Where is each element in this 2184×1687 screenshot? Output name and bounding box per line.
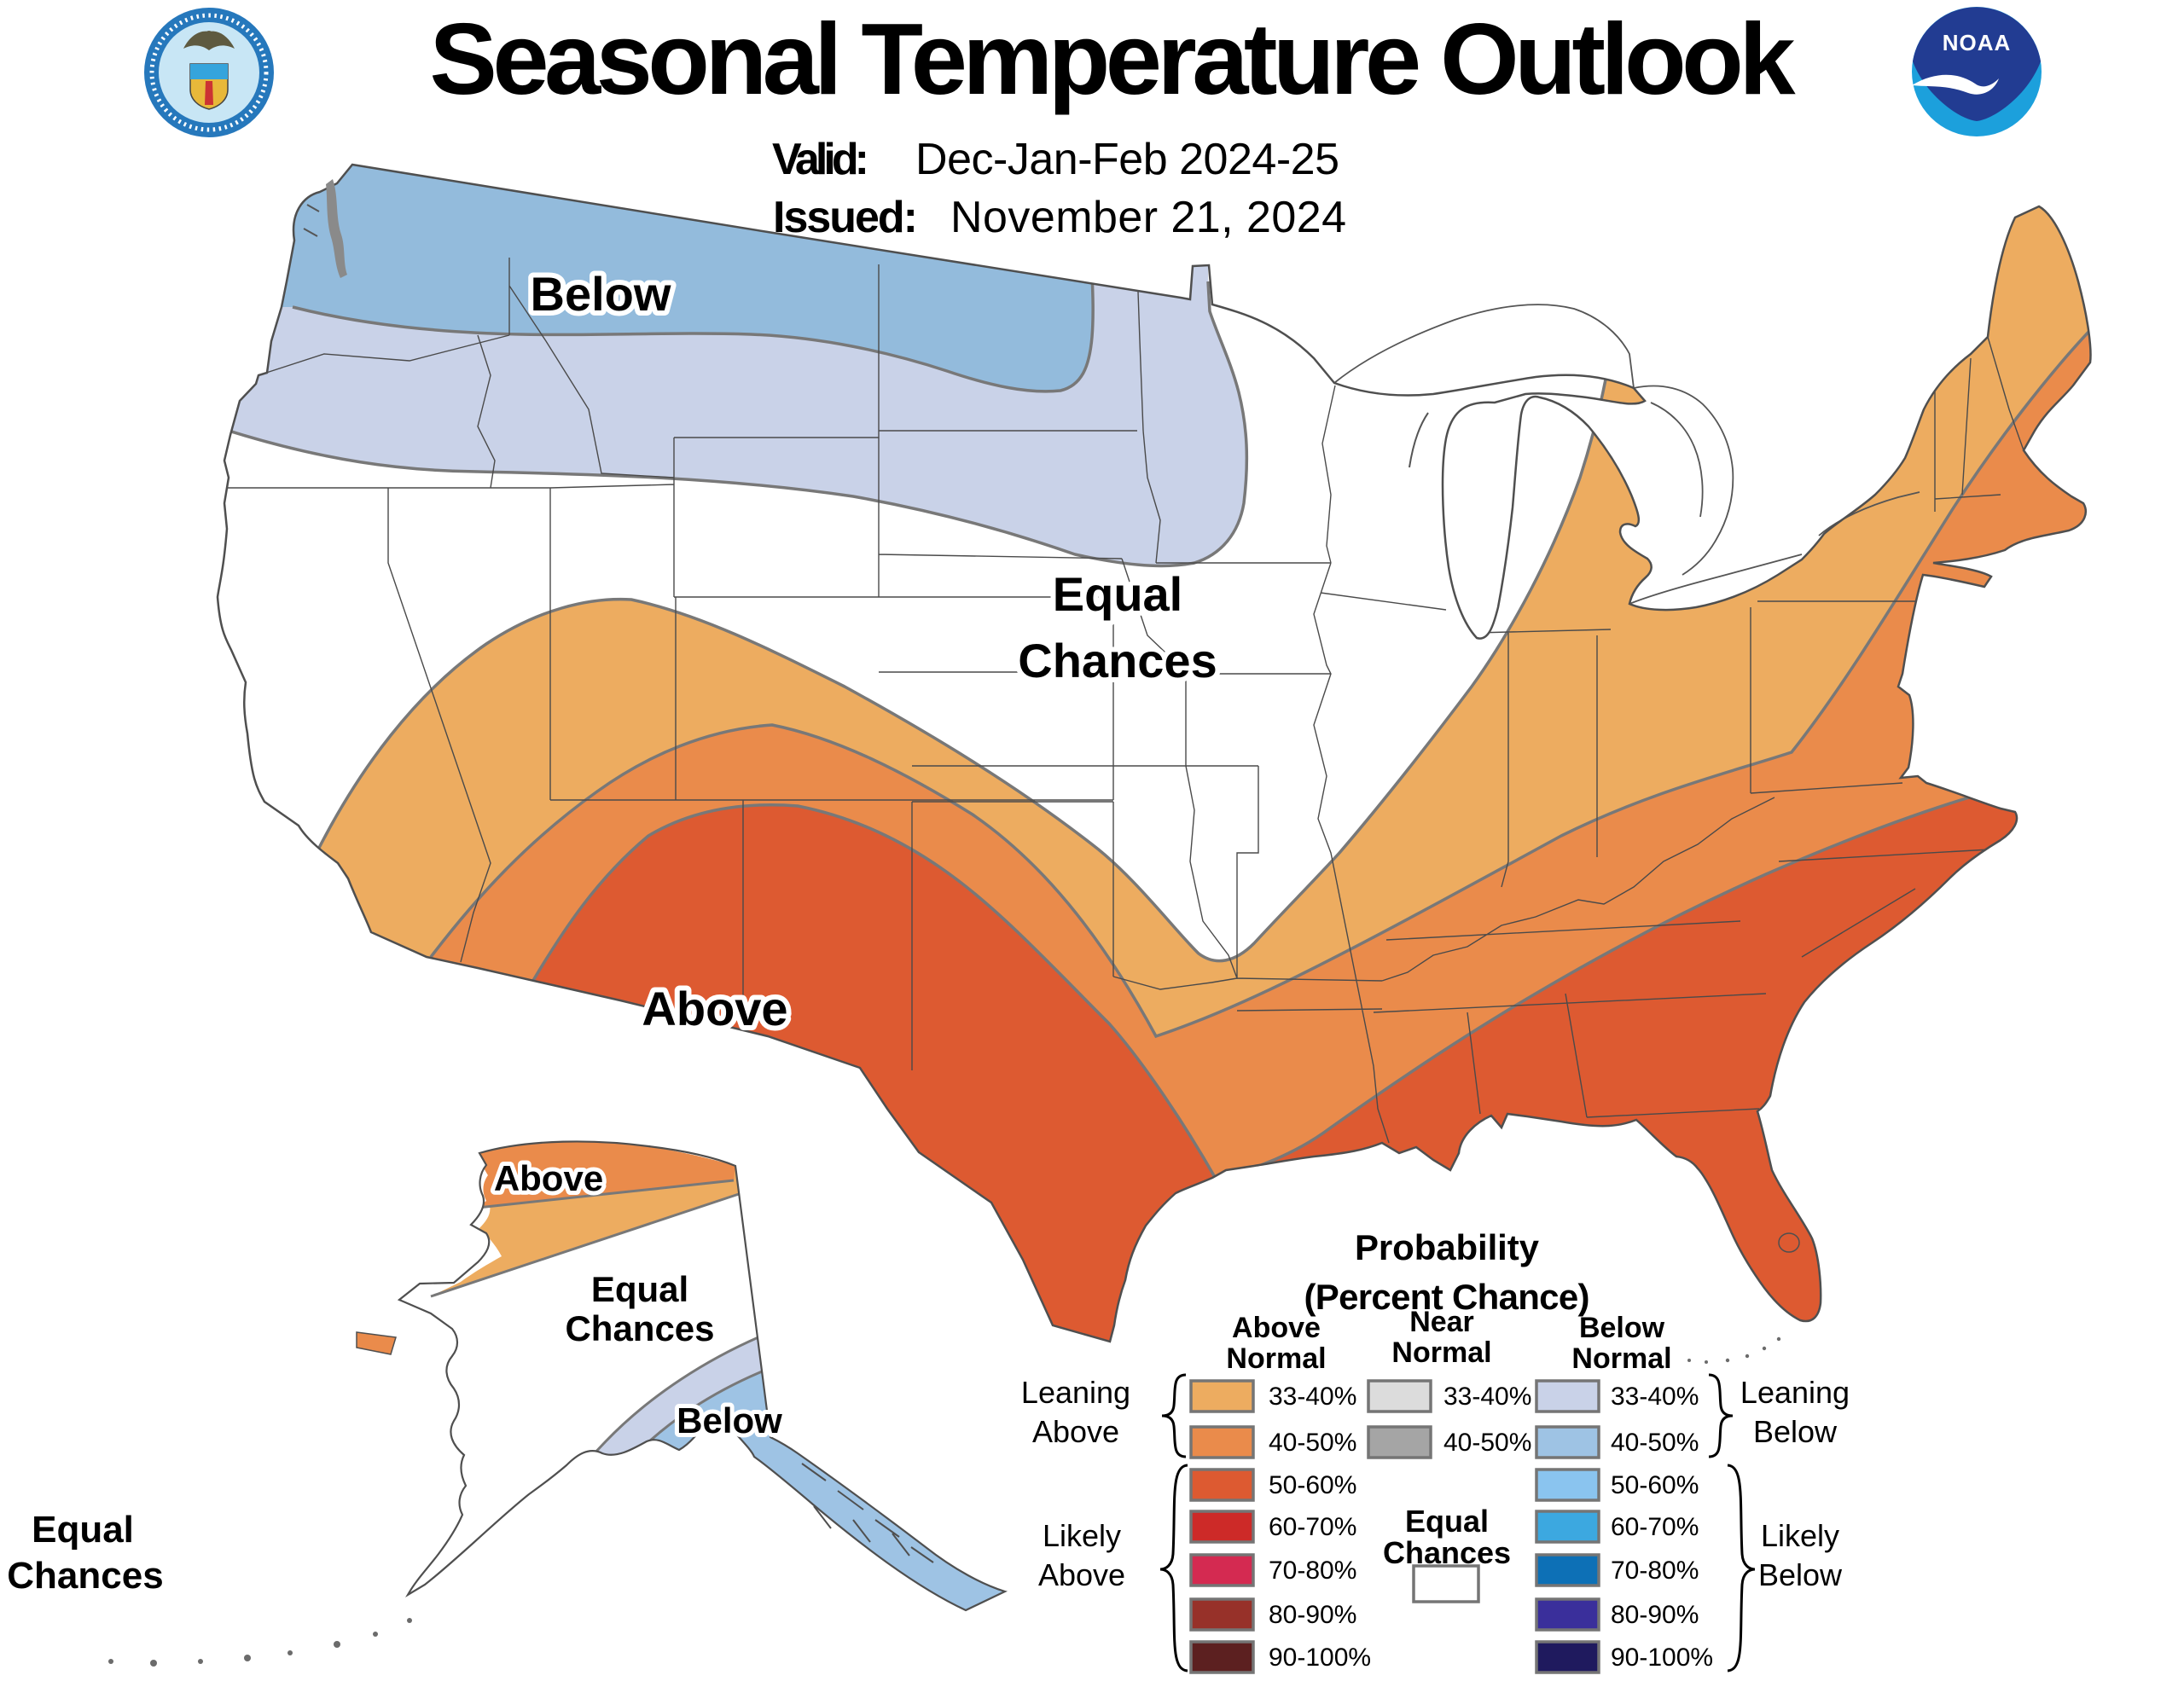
svg-text:40-50%: 40-50% [1269, 1429, 1356, 1457]
svg-text:Above: Above [494, 1158, 603, 1198]
svg-text:Likely: Likely [1761, 1518, 1839, 1553]
svg-text:Valid:: Valid: [772, 135, 869, 184]
svg-text:Leaning: Leaning [1021, 1375, 1130, 1410]
svg-text:Normal: Normal [1571, 1342, 1671, 1375]
svg-text:Below: Below [531, 267, 671, 321]
svg-text:Chances: Chances [1018, 634, 1217, 687]
svg-text:60-70%: 60-70% [1269, 1513, 1356, 1541]
svg-text:70-80%: 70-80% [1611, 1557, 1699, 1585]
svg-text:Chances: Chances [1383, 1535, 1511, 1570]
svg-text:60-70%: 60-70% [1611, 1513, 1699, 1541]
svg-text:Above: Above [642, 982, 787, 1035]
svg-text:Below: Below [677, 1400, 782, 1441]
svg-text:(Percent Chance): (Percent Chance) [1304, 1277, 1590, 1317]
svg-text:Chances: Chances [7, 1555, 163, 1597]
svg-text:33-40%: 33-40% [1443, 1383, 1531, 1411]
svg-text:Equal: Equal [1053, 567, 1182, 621]
svg-text:Normal: Normal [1226, 1342, 1326, 1375]
svg-text:November 21, 2024: November 21, 2024 [950, 193, 1346, 242]
svg-text:Above: Above [1038, 1557, 1125, 1592]
svg-text:NOAA: NOAA [1943, 30, 2012, 55]
svg-text:90-100%: 90-100% [1269, 1644, 1371, 1672]
svg-text:Normal: Normal [1391, 1336, 1491, 1369]
svg-text:Above: Above [1032, 1414, 1119, 1449]
svg-text:Equal: Equal [591, 1269, 688, 1309]
svg-text:Probability: Probability [1355, 1227, 1540, 1267]
svg-text:90-100%: 90-100% [1611, 1644, 1713, 1672]
svg-text:Dec-Jan-Feb 2024-25: Dec-Jan-Feb 2024-25 [915, 135, 1339, 184]
svg-text:80-90%: 80-90% [1269, 1601, 1356, 1629]
svg-text:Equal: Equal [1405, 1504, 1489, 1539]
svg-text:40-50%: 40-50% [1443, 1429, 1531, 1457]
svg-text:33-40%: 33-40% [1611, 1383, 1699, 1411]
svg-text:Equal: Equal [32, 1509, 134, 1551]
svg-text:Seasonal Temperature Outlook: Seasonal Temperature Outlook [430, 3, 1797, 116]
svg-text:Below: Below [1758, 1557, 1843, 1592]
svg-text:33-40%: 33-40% [1269, 1383, 1356, 1411]
svg-text:Issued:: Issued: [773, 193, 918, 242]
svg-text:50-60%: 50-60% [1611, 1471, 1699, 1499]
svg-text:80-90%: 80-90% [1611, 1601, 1699, 1629]
svg-text:Leaning: Leaning [1740, 1375, 1850, 1410]
svg-text:70-80%: 70-80% [1269, 1557, 1356, 1585]
svg-text:Near: Near [1409, 1306, 1474, 1338]
svg-text:50-60%: 50-60% [1269, 1471, 1356, 1499]
svg-text:Chances: Chances [565, 1308, 714, 1348]
svg-text:40-50%: 40-50% [1611, 1429, 1699, 1457]
svg-text:Below: Below [1579, 1312, 1665, 1344]
svg-text:Likely: Likely [1043, 1518, 1121, 1553]
svg-text:Below: Below [1753, 1414, 1838, 1449]
svg-text:Above: Above [1232, 1312, 1321, 1344]
